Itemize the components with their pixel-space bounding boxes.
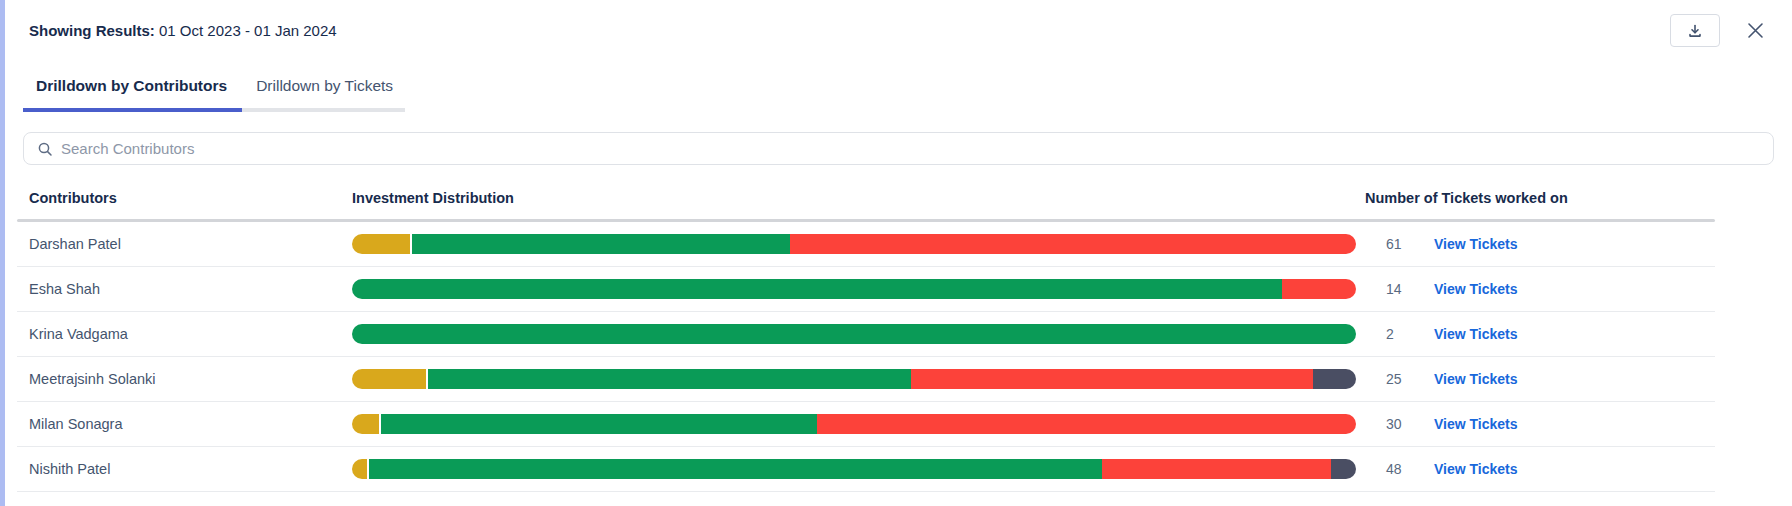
bar-segment-yellow [352,369,428,389]
search-icon [34,141,61,157]
column-header-investment-distribution: Investment Distribution [352,190,1356,206]
bar-segment-yellow [352,234,412,254]
contributor-name: Milan Sonagra [29,416,352,432]
investment-distribution-bar [352,414,1356,434]
table-row: Milan Sonagra 30 View Tickets [5,402,1792,446]
bar-segment-green [412,234,790,254]
table-row: Meetrajsinh Solanki 25 View Tickets [5,357,1792,401]
view-tickets-link[interactable]: View Tickets [1434,416,1518,432]
bar-segment-green [428,369,911,389]
tab-bar: Drilldown by Contributors Drilldown by T… [23,71,1792,112]
row-divider [17,491,1715,492]
view-tickets-link[interactable]: View Tickets [1434,371,1518,387]
date-range: 01 Oct 2023 - 01 Jan 2024 [159,22,337,39]
tickets-count: 30 [1386,416,1434,432]
bar-segment-red [817,414,1356,434]
showing-results: Showing Results: 01 Oct 2023 - 01 Jan 20… [29,22,337,39]
tickets-count: 2 [1386,326,1434,342]
contributor-name: Krina Vadgama [29,326,352,342]
contributor-name: Nishith Patel [29,461,352,477]
drilldown-panel: Showing Results: 01 Oct 2023 - 01 Jan 20… [0,0,1792,506]
contributor-name: Darshan Patel [29,236,352,252]
tickets-count: 48 [1386,461,1434,477]
search-box[interactable] [23,132,1774,165]
contributor-name: Esha Shah [29,281,352,297]
bar-segment-dark [1313,369,1356,389]
tickets-count: 14 [1386,281,1434,297]
tab-drilldown-by-contributors[interactable]: Drilldown by Contributors [23,71,242,112]
contributors-table-body: Darshan Patel 61 View Tickets Esha Shah … [5,222,1792,492]
download-icon [1687,23,1703,39]
contributor-name: Meetrajsinh Solanki [29,371,352,387]
bar-segment-red [1102,459,1331,479]
bar-segment-red [790,234,1356,254]
bar-segment-red [911,369,1313,389]
tickets-count: 61 [1386,236,1434,252]
showing-results-label: Showing Results: [29,22,155,39]
table-header: Contributors Investment Distribution Num… [5,183,1792,213]
table-row: Krina Vadgama 2 View Tickets [5,312,1792,356]
bar-segment-green [352,279,1282,299]
view-tickets-link[interactable]: View Tickets [1434,281,1518,297]
view-tickets-link[interactable]: View Tickets [1434,461,1518,477]
bar-segment-red [1282,279,1356,299]
table-row: Darshan Patel 61 View Tickets [5,222,1792,266]
investment-distribution-bar [352,279,1356,299]
table-row: Nishith Patel 48 View Tickets [5,447,1792,491]
close-button[interactable] [1742,18,1768,44]
investment-distribution-bar [352,459,1356,479]
bar-segment-green [369,459,1102,479]
view-tickets-link[interactable]: View Tickets [1434,236,1518,252]
search-input[interactable] [61,140,1763,157]
column-header-tickets-worked-on: Number of Tickets worked on [1356,190,1792,206]
download-button[interactable] [1670,14,1720,47]
tab-drilldown-by-tickets[interactable]: Drilldown by Tickets [242,71,405,112]
bar-segment-green [352,324,1356,344]
column-header-contributors: Contributors [29,190,352,206]
investment-distribution-bar [352,369,1356,389]
tickets-count: 25 [1386,371,1434,387]
bar-segment-green [381,414,817,434]
table-row: Esha Shah 14 View Tickets [5,267,1792,311]
topbar: Showing Results: 01 Oct 2023 - 01 Jan 20… [5,0,1792,47]
bar-segment-yellow [352,459,369,479]
bar-segment-dark [1331,459,1356,479]
view-tickets-link[interactable]: View Tickets [1434,326,1518,342]
bar-segment-yellow [352,414,381,434]
close-icon [1745,20,1766,41]
investment-distribution-bar [352,324,1356,344]
investment-distribution-bar [352,234,1356,254]
